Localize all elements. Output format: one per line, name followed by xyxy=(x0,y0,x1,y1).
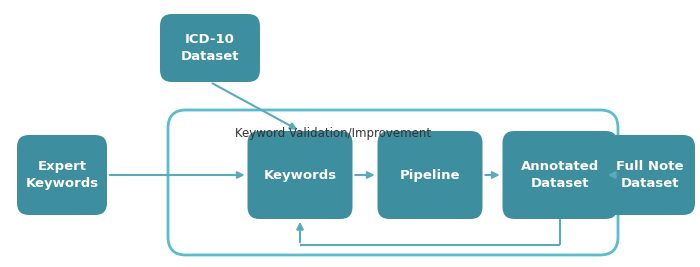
Text: Annotated
Dataset: Annotated Dataset xyxy=(521,160,599,190)
FancyBboxPatch shape xyxy=(160,14,260,82)
FancyBboxPatch shape xyxy=(17,135,107,215)
Text: Keyword Validation/Improvement: Keyword Validation/Improvement xyxy=(235,127,431,140)
FancyBboxPatch shape xyxy=(605,135,695,215)
Text: Keywords: Keywords xyxy=(263,168,337,182)
Text: Pipeline: Pipeline xyxy=(400,168,461,182)
Text: ICD-10
Dataset: ICD-10 Dataset xyxy=(181,33,239,63)
FancyBboxPatch shape xyxy=(377,131,482,219)
FancyBboxPatch shape xyxy=(503,131,617,219)
Text: Expert
Keywords: Expert Keywords xyxy=(25,160,99,190)
FancyBboxPatch shape xyxy=(248,131,353,219)
Text: Full Note
Dataset: Full Note Dataset xyxy=(616,160,684,190)
